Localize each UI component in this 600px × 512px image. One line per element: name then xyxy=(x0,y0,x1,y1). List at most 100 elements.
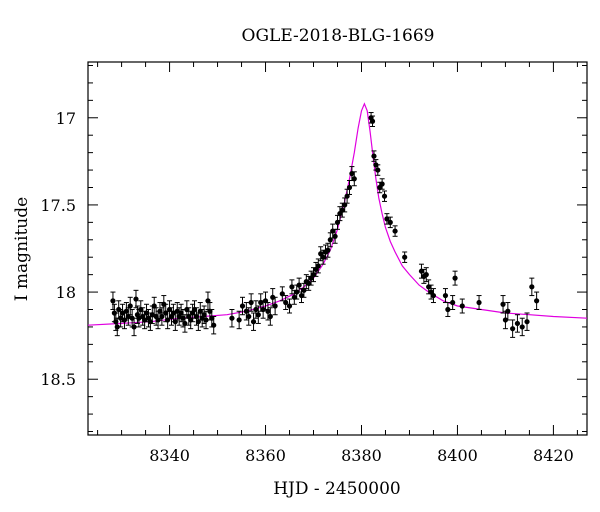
data-point xyxy=(253,306,259,313)
data-point xyxy=(283,299,289,306)
observation xyxy=(334,214,341,230)
observation xyxy=(211,315,217,335)
observation xyxy=(534,291,540,311)
data-point xyxy=(505,308,511,314)
data-point xyxy=(450,299,456,306)
data-point xyxy=(296,282,302,288)
data-point xyxy=(332,233,338,239)
data-point xyxy=(246,313,252,320)
data-point xyxy=(236,317,242,323)
x-tick-label: 8340 xyxy=(149,446,190,465)
x-tick-label: 8360 xyxy=(245,446,286,465)
y-tick-label: 17.5 xyxy=(40,196,76,215)
x-tick-label: 8420 xyxy=(533,446,574,465)
plot-frame xyxy=(87,61,588,436)
data-point xyxy=(442,292,449,299)
observation xyxy=(423,267,429,283)
data-point xyxy=(239,303,246,309)
data-point xyxy=(272,303,278,309)
observation xyxy=(387,216,393,229)
observation xyxy=(229,309,235,328)
y-tick-labels: 17 17.5 18 18.5 xyxy=(40,109,76,389)
data-point xyxy=(459,303,465,309)
observation xyxy=(529,277,535,297)
observation xyxy=(186,307,192,326)
data-point xyxy=(201,312,207,318)
observation xyxy=(452,270,458,286)
observation xyxy=(236,310,242,330)
observation xyxy=(351,171,357,187)
observation xyxy=(505,302,511,321)
data-point xyxy=(315,263,321,269)
data-points xyxy=(110,112,540,338)
observation xyxy=(375,164,381,176)
x-tick-label: 8380 xyxy=(341,446,382,465)
data-point xyxy=(371,153,377,159)
data-point xyxy=(534,298,540,304)
data-point xyxy=(123,308,129,314)
data-point xyxy=(133,296,139,302)
data-point xyxy=(529,284,535,290)
data-point xyxy=(203,317,209,323)
data-point xyxy=(286,303,293,309)
data-point xyxy=(127,303,133,309)
observation xyxy=(369,115,376,127)
data-point xyxy=(159,313,165,320)
observation xyxy=(250,312,257,331)
x-tick-labels: 8340 8360 8380 8400 8420 xyxy=(149,446,574,465)
data-point xyxy=(379,181,385,187)
observation xyxy=(510,319,516,338)
observation xyxy=(430,288,437,304)
data-point xyxy=(346,184,353,191)
data-point xyxy=(143,310,150,316)
x-tick-label: 8400 xyxy=(437,446,478,465)
data-point xyxy=(243,308,249,314)
observation xyxy=(143,303,150,323)
observation xyxy=(476,295,482,311)
data-point xyxy=(250,319,257,325)
data-point xyxy=(255,312,261,318)
data-point xyxy=(387,219,393,225)
observation xyxy=(500,295,506,314)
observation xyxy=(315,258,321,274)
data-point xyxy=(114,324,120,330)
observation xyxy=(283,295,289,311)
axis-ticks xyxy=(88,62,587,435)
observation xyxy=(131,317,137,337)
y-tick-label: 18.5 xyxy=(40,370,76,389)
data-point xyxy=(351,176,357,182)
data-point xyxy=(193,313,200,320)
data-point xyxy=(445,306,451,313)
y-tick-label: 18 xyxy=(56,283,76,302)
data-point xyxy=(430,292,437,299)
observation xyxy=(289,279,295,295)
observation xyxy=(519,317,525,337)
observation xyxy=(379,178,385,190)
observation xyxy=(203,310,209,330)
observation xyxy=(392,225,398,237)
observation xyxy=(524,312,530,331)
chart-title: OGLE-2018-BLG-1669 xyxy=(242,26,435,46)
x-axis-label: HJD - 2450000 xyxy=(273,479,401,499)
data-point xyxy=(500,301,506,307)
data-point xyxy=(510,326,516,332)
data-point xyxy=(267,313,273,320)
observation xyxy=(267,307,273,326)
observation xyxy=(255,305,261,324)
y-tick-label: 17 xyxy=(56,109,76,128)
data-point xyxy=(211,322,217,328)
data-point xyxy=(514,320,521,327)
data-point xyxy=(524,319,530,325)
observation xyxy=(239,296,246,316)
data-point xyxy=(248,299,254,306)
data-point xyxy=(369,118,376,124)
observation xyxy=(265,302,271,321)
observation xyxy=(286,298,293,314)
data-point xyxy=(178,310,184,316)
data-point xyxy=(265,308,271,314)
data-point xyxy=(229,315,235,321)
data-point xyxy=(325,247,331,253)
data-point xyxy=(289,284,295,290)
y-axis-label: I magnitude xyxy=(12,197,32,301)
